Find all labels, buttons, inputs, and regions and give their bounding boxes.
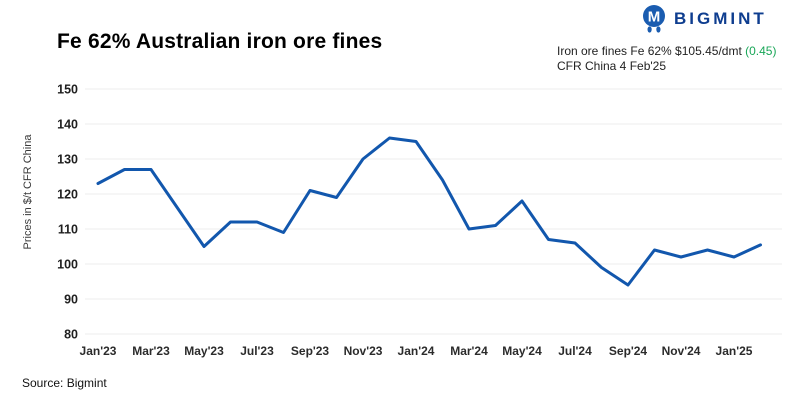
x-tick-label: Mar'23 — [132, 344, 170, 358]
annotation-price-text: Iron ore fines Fe 62% $105.45/dmt — [557, 44, 746, 58]
y-tick-label: 80 — [64, 328, 78, 342]
x-tick-label: Nov'24 — [662, 344, 701, 358]
x-tick-label: Jul'24 — [558, 344, 592, 358]
x-tick-label: Jan'23 — [80, 344, 117, 358]
x-tick-label: May'24 — [502, 344, 542, 358]
y-tick-label: 120 — [57, 188, 78, 202]
x-tick-label: Sep'23 — [291, 344, 330, 358]
annotation-line1: Iron ore fines Fe 62% $105.45/dmt (0.45) — [557, 44, 776, 59]
y-tick-label: 100 — [57, 258, 78, 272]
y-axis-title: Prices in $/t CFR China — [22, 134, 34, 250]
annotation-change: (0.45) — [745, 44, 777, 58]
x-tick-label: Jul'23 — [240, 344, 274, 358]
y-tick-label: 110 — [58, 223, 78, 237]
source-text: Source: Bigmint — [22, 376, 107, 390]
x-tick-label: Jan'25 — [716, 344, 753, 358]
page-title: Fe 62% Australian iron ore fines — [57, 30, 383, 53]
price-annotation: Iron ore fines Fe 62% $105.45/dmt (0.45)… — [557, 44, 776, 74]
x-tick-label: Jan'24 — [398, 344, 435, 358]
x-tick-label: Mar'24 — [450, 344, 488, 358]
annotation-line2: CFR China 4 Feb'25 — [557, 59, 667, 73]
x-tick-label: Nov'23 — [344, 344, 383, 358]
bigmint-logo-icon: M — [643, 5, 665, 33]
y-tick-label: 130 — [57, 153, 78, 167]
y-tick-label: 90 — [64, 293, 78, 307]
bigmint-logo: M BIGMINT — [641, 5, 767, 33]
x-tick-label: May'23 — [184, 344, 224, 358]
bigmint-logo-text: BIGMINT — [674, 9, 767, 28]
svg-text:M: M — [648, 9, 661, 26]
price-line — [96, 136, 762, 287]
y-tick-label: 140 — [57, 118, 78, 132]
y-tick-label: 150 — [57, 83, 78, 97]
x-tick-label: Sep'24 — [609, 344, 648, 358]
